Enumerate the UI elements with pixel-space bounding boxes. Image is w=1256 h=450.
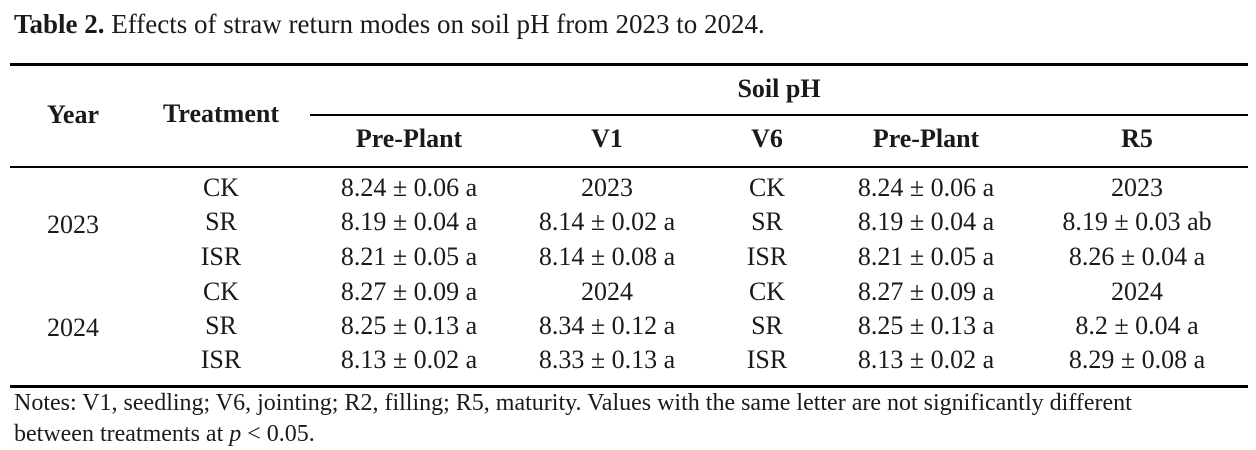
notes-line-2: between treatments at p < 0.05. [14,419,1250,450]
table-cell: 8.14 ± 0.08 a [538,242,676,271]
table-cell: 8.21 ± 0.05 a [340,242,478,271]
header-column: Pre-Plant [355,124,463,153]
table-cell: 8.33 ± 0.13 a [538,345,676,374]
header-treatment: Treatment [163,99,279,128]
table-cell: 8.13 ± 0.02 a [857,345,995,374]
header-column: V1 [591,124,623,153]
table-cell: 2024 [1111,277,1163,306]
table-caption: Table 2. Effects of straw return modes o… [14,8,765,40]
table-cell: SR [751,207,783,236]
table-cell: 8.27 ± 0.09 a [340,277,478,306]
table-cell: ISR [746,345,788,374]
table-cell: CK [202,173,240,202]
table-cell: ISR [746,242,788,271]
table-cell: CK [748,173,786,202]
table-cell: 8.21 ± 0.05 a [857,242,995,271]
table-caption-text: Effects of straw return modes on soil pH… [111,9,765,39]
table-cell: 8.2 ± 0.04 a [1075,311,1199,340]
table-caption-label: Table 2. [14,9,105,39]
notes-line-2-prefix: between treatments at [14,421,224,447]
table-cell: 8.26 ± 0.04 a [1068,242,1206,271]
notes-line-2-suffix: < 0.05. [247,421,315,447]
table-cell: 8.19 ± 0.04 a [857,207,995,236]
table-cell: 8.25 ± 0.13 a [340,311,478,340]
table-cell: 8.24 ± 0.06 a [340,173,478,202]
table-cell: CK [202,277,240,306]
header-year: Year [47,100,99,129]
table-cell: 2023 [1111,173,1163,202]
table-cell: SR [751,311,783,340]
soil-ph-group-rule [310,114,1248,116]
table-cell: ISR [200,242,242,271]
table-notes: Notes: V1, seedling; V6, jointing; R2, f… [14,388,1250,450]
year-cell: 2023 [47,210,99,239]
table-cell: 8.13 ± 0.02 a [340,345,478,374]
table-top-rule [10,63,1248,66]
notes-line-1: Notes: V1, seedling; V6, jointing; R2, f… [14,390,1132,416]
header-column: V6 [751,124,783,153]
table-cell: SR [205,311,237,340]
table-cell: CK [748,277,786,306]
table-cell: 8.29 ± 0.08 a [1068,345,1206,374]
header-column: R5 [1121,124,1153,153]
table-cell: 8.34 ± 0.12 a [538,311,676,340]
header-column: Pre-Plant [872,124,980,153]
table-cell: 8.19 ± 0.03 ab [1062,207,1212,236]
year-cell: 2024 [47,313,99,342]
header-soil-ph: Soil pH [737,74,821,103]
table-cell: 8.19 ± 0.04 a [340,207,478,236]
table-cell: 8.14 ± 0.02 a [538,207,676,236]
table-header-rule [10,166,1248,168]
table-cell: ISR [200,345,242,374]
table-bottom-rule [10,385,1248,388]
table-cell: 8.24 ± 0.06 a [857,173,995,202]
table-cell: 2024 [581,277,633,306]
table-cell: 2023 [581,173,633,202]
p-value-symbol: p [229,421,242,447]
table-cell: 8.25 ± 0.13 a [857,311,995,340]
table-cell: SR [205,207,237,236]
table-cell: 8.27 ± 0.09 a [857,277,995,306]
